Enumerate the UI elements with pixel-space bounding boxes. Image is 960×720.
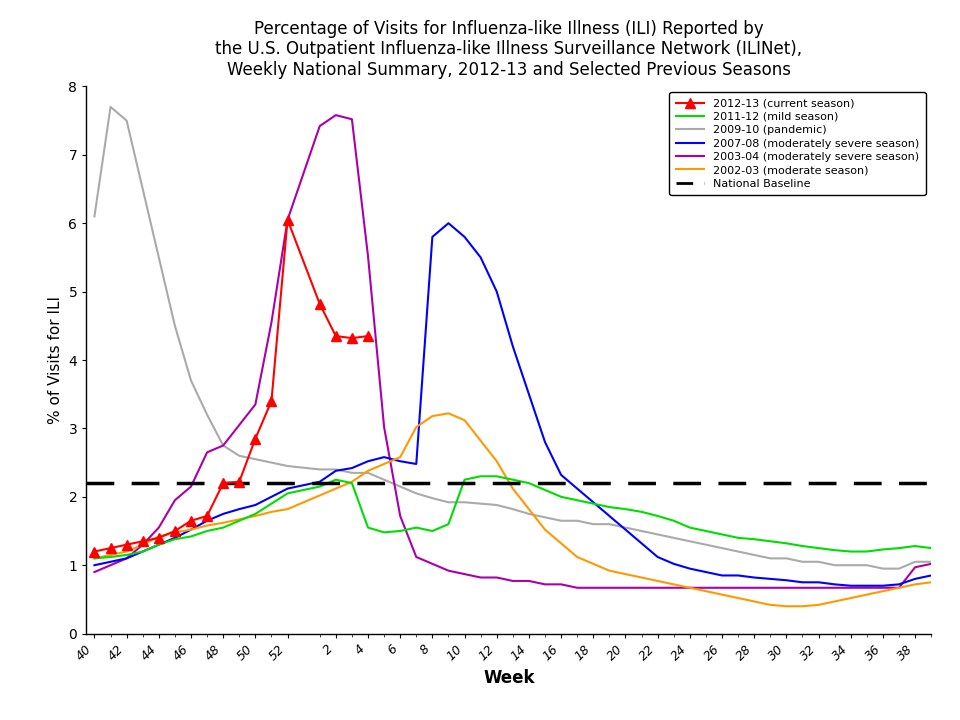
2012-13 (current season)	[153, 534, 164, 542]
2012-13 (current season)	[362, 332, 373, 341]
2012-13 (current season)	[202, 512, 213, 521]
X-axis label: Week: Week	[483, 669, 535, 687]
2012-13 (current season)	[185, 516, 197, 525]
2007-08 (moderately severe season)	[443, 219, 454, 228]
2003-04 (moderately severe season)	[636, 583, 647, 592]
2002-03 (moderate season)	[780, 602, 792, 611]
2012-13 (current season)	[282, 215, 294, 224]
2003-04 (moderately severe season)	[330, 111, 342, 120]
2007-08 (moderately severe season)	[395, 457, 406, 466]
2009-10 (pandemic)	[877, 564, 889, 573]
2011-12 (mild season)	[475, 472, 487, 481]
2009-10 (pandemic)	[925, 557, 937, 566]
2011-12 (mild season)	[153, 540, 164, 549]
2012-13 (current season)	[250, 434, 261, 443]
2009-10 (pandemic)	[555, 516, 566, 525]
2002-03 (moderate season)	[652, 577, 663, 585]
2007-08 (moderately severe season)	[652, 553, 663, 562]
2012-13 (current season)	[169, 527, 180, 536]
2009-10 (pandemic)	[88, 212, 100, 220]
2012-13 (current season)	[137, 537, 149, 546]
2012-13 (current season)	[314, 300, 325, 308]
2012-13 (current season)	[233, 477, 245, 486]
2009-10 (pandemic)	[620, 523, 632, 532]
2012-13 (current season)	[121, 540, 132, 549]
2002-03 (moderate season)	[555, 539, 566, 548]
Line: 2012-13 (current season): 2012-13 (current season)	[89, 215, 372, 557]
2002-03 (moderate season)	[395, 453, 406, 462]
2011-12 (mild season)	[395, 527, 406, 536]
Line: 2003-04 (moderately severe season): 2003-04 (moderately severe season)	[94, 115, 931, 588]
2002-03 (moderate season)	[88, 554, 100, 563]
2011-12 (mild season)	[507, 475, 518, 484]
2011-12 (mild season)	[925, 544, 937, 552]
2012-13 (current season)	[88, 547, 100, 556]
2011-12 (mild season)	[652, 512, 663, 521]
2003-04 (moderately severe season)	[411, 553, 422, 562]
2009-10 (pandemic)	[652, 530, 663, 539]
2007-08 (moderately severe season)	[88, 561, 100, 570]
2009-10 (pandemic)	[507, 505, 518, 513]
2007-08 (moderately severe season)	[507, 342, 518, 351]
2003-04 (moderately severe season)	[153, 523, 164, 532]
2007-08 (moderately severe season)	[845, 582, 856, 590]
Line: 2007-08 (moderately severe season): 2007-08 (moderately severe season)	[94, 223, 931, 586]
2007-08 (moderately severe season)	[925, 571, 937, 580]
2002-03 (moderate season)	[153, 532, 164, 541]
Line: 2009-10 (pandemic): 2009-10 (pandemic)	[94, 107, 931, 569]
2007-08 (moderately severe season)	[153, 540, 164, 549]
2012-13 (current season)	[266, 397, 277, 405]
2009-10 (pandemic)	[411, 489, 422, 498]
2007-08 (moderately severe season)	[620, 526, 632, 534]
2002-03 (moderate season)	[507, 485, 518, 493]
2011-12 (mild season)	[877, 545, 889, 554]
2003-04 (moderately severe season)	[555, 580, 566, 589]
Y-axis label: % of Visits for ILI: % of Visits for ILI	[48, 296, 63, 424]
2003-04 (moderately severe season)	[507, 577, 518, 585]
2011-12 (mild season)	[88, 554, 100, 563]
2003-04 (moderately severe season)	[925, 559, 937, 568]
Line: 2002-03 (moderate season): 2002-03 (moderate season)	[94, 413, 931, 606]
2003-04 (moderately severe season)	[668, 583, 680, 592]
2012-13 (current season)	[217, 479, 228, 487]
2002-03 (moderate season)	[925, 578, 937, 587]
2012-13 (current season)	[105, 544, 116, 552]
2009-10 (pandemic)	[169, 321, 180, 330]
2012-13 (current season)	[347, 334, 358, 343]
2012-13 (current season)	[330, 332, 342, 341]
2003-04 (moderately severe season)	[571, 583, 583, 592]
2002-03 (moderate season)	[443, 409, 454, 418]
2007-08 (moderately severe season)	[555, 471, 566, 480]
Line: 2011-12 (mild season): 2011-12 (mild season)	[94, 477, 931, 559]
2009-10 (pandemic)	[105, 102, 116, 111]
2003-04 (moderately severe season)	[88, 567, 100, 576]
2002-03 (moderate season)	[620, 570, 632, 578]
Legend: 2012-13 (current season), 2011-12 (mild season), 2009-10 (pandemic), 2007-08 (mo: 2012-13 (current season), 2011-12 (mild …	[669, 92, 925, 195]
2011-12 (mild season)	[620, 505, 632, 513]
Title: Percentage of Visits for Influenza-like Illness (ILI) Reported by
the U.S. Outpa: Percentage of Visits for Influenza-like …	[215, 19, 803, 79]
